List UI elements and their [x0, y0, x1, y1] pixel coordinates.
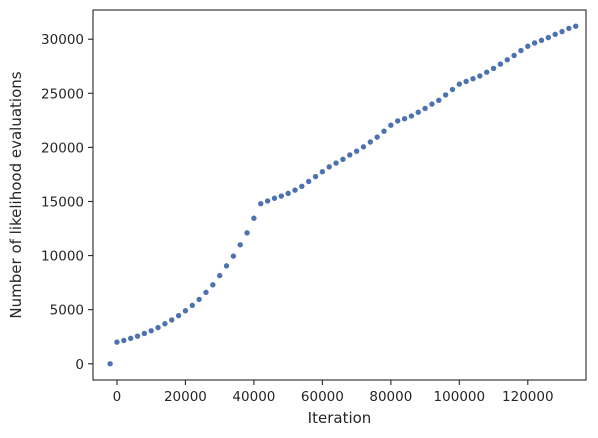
data-point: [504, 57, 510, 63]
data-point: [353, 148, 360, 154]
data-point: [573, 23, 579, 29]
data-point: [237, 242, 243, 248]
data-point: [114, 339, 120, 345]
data-point: [189, 302, 195, 309]
data-point: [107, 361, 113, 367]
y-tick-label: 30000: [41, 32, 84, 48]
data-point: [477, 73, 483, 79]
data-point: [401, 116, 408, 122]
data-point: [538, 37, 545, 43]
data-point: [374, 134, 380, 140]
data-point: [319, 169, 326, 175]
data-point: [210, 282, 216, 288]
x-tick-label: 80000: [369, 389, 412, 405]
data-point: [347, 152, 353, 158]
data-point: [518, 47, 524, 54]
y-tick-label: 5000: [50, 303, 84, 319]
y-axis-ticks: 0 5000 10000 15000 20000 25000 30000: [41, 32, 93, 373]
data-point: [326, 164, 332, 170]
data-point: [340, 156, 346, 162]
data-point: [264, 198, 271, 204]
data-point: [367, 139, 374, 145]
data-point: [196, 296, 202, 303]
data-point: [285, 190, 291, 197]
x-tick-label: 120000: [502, 389, 554, 405]
data-point: [422, 105, 428, 112]
data-point: [251, 215, 257, 221]
data-point: [449, 86, 456, 93]
data-point: [333, 160, 339, 166]
data-point: [360, 144, 367, 150]
data-point: [566, 25, 572, 32]
x-axis-ticks: 0 20000 40000 60000 80000 100000 120000: [113, 380, 554, 405]
data-point: [141, 330, 148, 337]
data-point: [463, 78, 469, 85]
y-tick-label: 25000: [41, 86, 84, 102]
data-point: [525, 43, 531, 49]
plot-frame: [92, 9, 587, 381]
y-tick-label: 0: [75, 357, 84, 373]
data-point: [484, 69, 490, 75]
data-point: [292, 187, 298, 193]
data-point: [175, 312, 182, 319]
data-points: [107, 23, 579, 367]
data-point: [182, 308, 189, 314]
data-point: [395, 118, 401, 124]
data-point: [278, 193, 284, 199]
y-tick-label: 20000: [41, 140, 84, 156]
data-point: [511, 52, 517, 59]
data-point: [312, 173, 319, 180]
data-point: [162, 321, 168, 327]
data-point: [497, 61, 504, 67]
data-point: [388, 122, 394, 128]
y-tick-label: 15000: [41, 194, 84, 210]
x-tick-label: 100000: [434, 389, 486, 405]
data-point: [134, 333, 141, 339]
data-point: [531, 40, 538, 46]
x-axis-label: Iteration: [308, 409, 372, 427]
data-point: [216, 272, 223, 279]
data-point: [470, 75, 476, 82]
data-point: [490, 65, 497, 72]
y-axis-label: Number of likelihood evaluations: [7, 71, 25, 318]
x-tick-label: 20000: [164, 389, 207, 405]
data-point: [559, 28, 565, 35]
y-tick-label: 10000: [41, 249, 84, 265]
data-point: [121, 337, 127, 344]
x-tick-label: 0: [113, 389, 122, 405]
data-point: [415, 109, 421, 115]
data-point: [429, 101, 435, 107]
data-point: [299, 183, 305, 190]
data-point: [169, 317, 175, 323]
data-point: [442, 92, 449, 98]
data-point: [258, 200, 264, 207]
data-point: [545, 34, 552, 41]
data-point: [456, 81, 463, 87]
data-point: [230, 253, 237, 259]
data-point: [271, 195, 278, 201]
data-point: [305, 178, 312, 185]
data-point: [203, 289, 209, 296]
data-point: [127, 335, 134, 342]
data-point: [148, 328, 154, 334]
data-point: [436, 97, 442, 104]
data-point: [381, 128, 387, 134]
data-point: [244, 230, 250, 236]
x-tick-label: 60000: [301, 389, 344, 405]
data-point: [223, 263, 230, 269]
x-tick-label: 40000: [232, 389, 275, 405]
data-point: [552, 31, 558, 38]
data-point: [408, 113, 415, 119]
data-point: [155, 324, 161, 331]
